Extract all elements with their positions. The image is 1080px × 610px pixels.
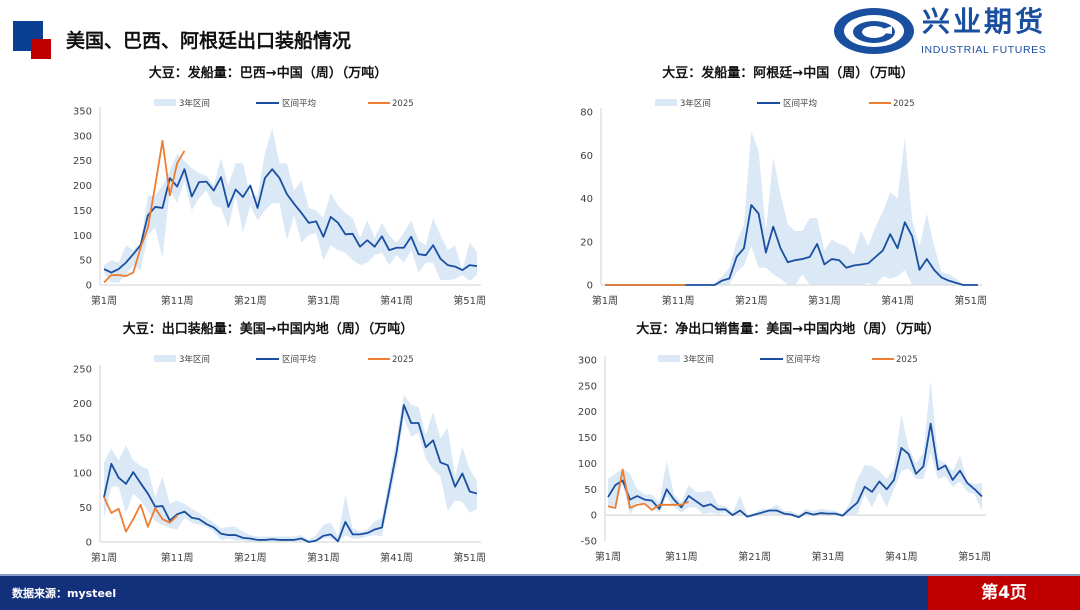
y-tick-label: 50 bbox=[79, 256, 92, 267]
x-tick-label: 第51周 bbox=[958, 550, 991, 563]
y-tick-label: 250 bbox=[73, 365, 92, 376]
legend-swatch-band bbox=[154, 99, 176, 106]
range-band bbox=[104, 394, 477, 542]
y-tick-label: 250 bbox=[578, 381, 597, 392]
x-tick-label: 第31周 bbox=[812, 550, 845, 563]
legend-label-average: 区间平均 bbox=[783, 98, 817, 109]
legend-swatch-band bbox=[154, 355, 176, 362]
line-2025 bbox=[103, 139, 186, 284]
x-tick-label: 第1周 bbox=[91, 551, 117, 564]
y-tick-label: 300 bbox=[73, 131, 92, 142]
x-tick-label: 第41周 bbox=[380, 294, 413, 307]
range-band bbox=[608, 380, 982, 519]
chart-title-argentina: 大豆：发船量：阿根廷→中国（周）（万吨） bbox=[662, 66, 914, 81]
legend-label-2025: 2025 bbox=[392, 99, 414, 109]
header-red-square bbox=[31, 39, 51, 59]
legend-label-2025: 2025 bbox=[392, 355, 414, 365]
footer-bar: 数据来源：mysteel 第4页 bbox=[0, 574, 1080, 610]
y-tick-label: 350 bbox=[73, 107, 92, 118]
chart-4: -50 0 50 100 150 200 250 300 第1周 第11周 第21周 第31周 第41周… bbox=[578, 354, 991, 563]
x-tick-label: 第31周 bbox=[307, 551, 340, 564]
range-band bbox=[104, 128, 477, 283]
x-tick-label: 第11周 bbox=[161, 294, 194, 307]
y-tick-label: 100 bbox=[73, 468, 92, 479]
chart-2: 0 20 40 60 80 第1周 第11周 第21周 第31周 第41周 第51周 3年区间 区间平均… bbox=[580, 98, 987, 307]
y-tick-label: 0 bbox=[587, 281, 593, 292]
y-tick-label: 150 bbox=[578, 433, 597, 444]
x-tick-label: 第21周 bbox=[735, 294, 768, 307]
legend-label-2025: 2025 bbox=[896, 355, 918, 365]
y-tick-label: 0 bbox=[86, 538, 92, 549]
x-tick-label: 第1周 bbox=[595, 550, 621, 563]
y-tick-label: 150 bbox=[73, 434, 92, 445]
x-tick-label: 第21周 bbox=[234, 294, 267, 307]
y-tick-label: 100 bbox=[578, 459, 597, 470]
x-tick-label: 第11周 bbox=[665, 550, 698, 563]
page-number: 第4页 bbox=[928, 576, 1080, 610]
swirl-logo-icon bbox=[834, 8, 914, 54]
y-tick-label: 200 bbox=[73, 181, 92, 192]
chart-title-us-net-sales: 大豆：净出口销售量：美国→中国内地（周）（万吨） bbox=[636, 322, 940, 337]
legend-swatch-band bbox=[655, 99, 677, 106]
y-tick-label: 80 bbox=[580, 108, 593, 119]
y-tick-label: 250 bbox=[73, 156, 92, 167]
legend-label-average: 区间平均 bbox=[786, 354, 820, 365]
y-tick-label: 200 bbox=[73, 399, 92, 410]
legend-label-band: 3年区间 bbox=[683, 354, 714, 365]
legend-label-band: 3年区间 bbox=[179, 98, 210, 109]
chart-title-brazil: 大豆：发船量：巴西→中国（周）（万吨） bbox=[148, 66, 388, 81]
x-tick-label: 第1周 bbox=[91, 294, 117, 307]
logo-name-en: INDUSTRIAL FUTURES bbox=[921, 44, 1047, 56]
x-tick-label: 第21周 bbox=[234, 551, 267, 564]
chart-1: 0 50 100 150 200 250 300 350 第1周 第11周 第21周 第31周 第41周… bbox=[73, 98, 486, 307]
x-tick-label: 第11周 bbox=[662, 294, 695, 307]
chart-title-us-shipments: 大豆：出口装船量：美国→中国内地（周）（万吨） bbox=[122, 322, 414, 337]
y-tick-label: 50 bbox=[79, 503, 92, 514]
x-tick-label: 第41周 bbox=[885, 550, 918, 563]
y-tick-label: 40 bbox=[580, 194, 593, 205]
y-tick-label: 20 bbox=[580, 237, 593, 248]
average-line bbox=[103, 168, 478, 274]
x-tick-label: 第51周 bbox=[453, 551, 486, 564]
x-tick-label: 第21周 bbox=[738, 550, 771, 563]
company-logo: 兴业期货 INDUSTRIAL FUTURES bbox=[832, 6, 1072, 58]
y-tick-label: 150 bbox=[73, 206, 92, 217]
x-tick-label: 第31周 bbox=[307, 294, 340, 307]
x-tick-label: 第51周 bbox=[453, 294, 486, 307]
average-line bbox=[607, 422, 983, 519]
page-title: 美国、巴西、阿根廷出口装船情况 bbox=[66, 30, 352, 52]
y-tick-label: -50 bbox=[581, 537, 597, 548]
legend-label-2025: 2025 bbox=[893, 99, 915, 109]
x-tick-label: 第41周 bbox=[881, 294, 914, 307]
line-2025 bbox=[607, 468, 690, 511]
x-tick-label: 第41周 bbox=[380, 551, 413, 564]
average-line bbox=[103, 404, 478, 543]
y-tick-label: 0 bbox=[86, 281, 92, 292]
y-tick-label: 300 bbox=[578, 356, 597, 367]
legend-label-average: 区间平均 bbox=[282, 98, 316, 109]
data-source: 数据来源：mysteel bbox=[12, 587, 117, 600]
legend-swatch-band bbox=[658, 355, 680, 362]
line-2025 bbox=[103, 496, 178, 533]
x-tick-label: 第51周 bbox=[954, 294, 987, 307]
y-tick-label: 50 bbox=[584, 485, 597, 496]
y-tick-label: 100 bbox=[73, 231, 92, 242]
y-tick-label: 200 bbox=[578, 407, 597, 418]
logo-name-cn: 兴业期货 bbox=[922, 5, 1047, 38]
x-tick-label: 第1周 bbox=[592, 294, 618, 307]
chart-3: 0 50 100 150 200 250 第1周 第11周 第21周 第31周 第41周 第51周 3年… bbox=[73, 354, 486, 564]
legend-label-band: 3年区间 bbox=[179, 354, 210, 365]
legend-label-band: 3年区间 bbox=[680, 98, 711, 109]
legend-label-average: 区间平均 bbox=[282, 354, 316, 365]
y-tick-label: 0 bbox=[591, 511, 597, 522]
x-tick-label: 第31周 bbox=[808, 294, 841, 307]
y-tick-label: 60 bbox=[580, 151, 593, 162]
x-tick-label: 第11周 bbox=[161, 551, 194, 564]
